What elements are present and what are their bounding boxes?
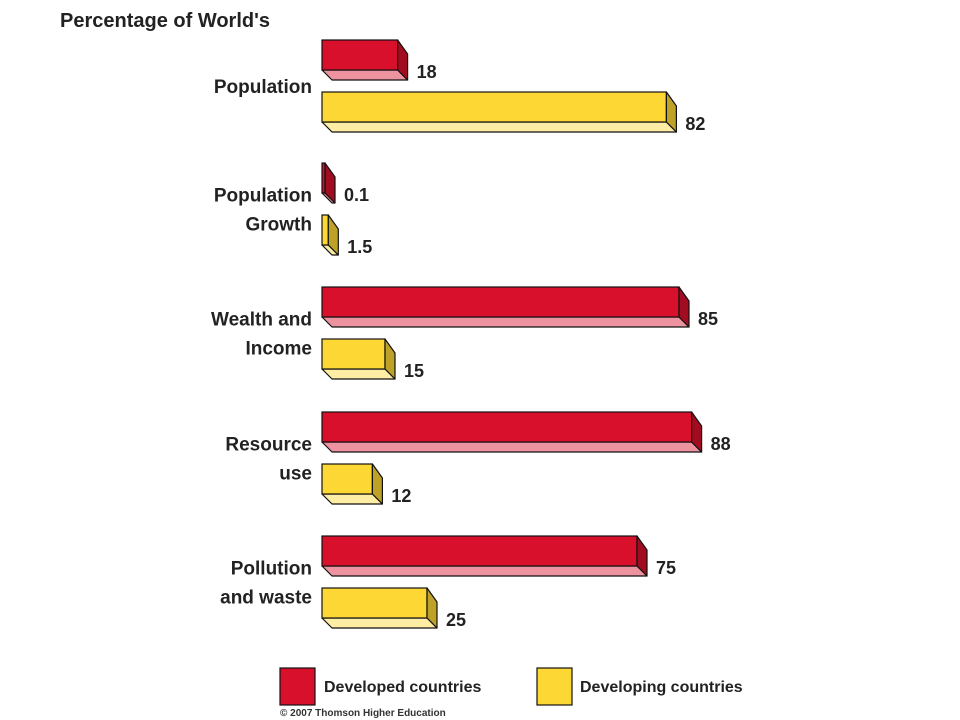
legend-label: Developing countries: [580, 679, 743, 696]
value-label: 25: [446, 610, 466, 630]
bar: [321, 587, 438, 629]
value-label: 15: [404, 361, 424, 381]
category-label: Pollution and waste: [220, 559, 312, 609]
bar: [321, 411, 703, 453]
category-label: Population: [214, 77, 312, 98]
category-label: Population Growth: [214, 186, 312, 236]
chart-title: Percentage of World's: [60, 10, 270, 32]
value-label: 75: [656, 558, 676, 578]
bar: [321, 286, 690, 328]
category-labels: Population Population Growth Wealth and Inco…: [211, 77, 312, 609]
value-label: 18: [417, 62, 437, 82]
category-label: Wealth and Income: [211, 310, 312, 360]
bars: [321, 39, 703, 629]
value-labels: 18 82 0.1 1.5 85 15 88 12 75 25: [344, 62, 731, 630]
copyright-text: © 2007 Thomson Higher Education: [280, 708, 446, 719]
bar: [321, 91, 678, 133]
legend-swatch: [279, 667, 316, 706]
legend-swatch: [536, 667, 573, 706]
bar: [321, 162, 336, 204]
value-label: 85: [698, 309, 718, 329]
legend-item: Developing countries: [536, 667, 743, 706]
legend: Developed countries Developing countries: [279, 667, 743, 706]
value-label: 12: [391, 486, 411, 506]
legend-item: Developed countries: [279, 667, 481, 706]
bar: [321, 214, 339, 256]
bar: [321, 338, 396, 380]
category-label: Resource use: [225, 435, 312, 485]
value-label: 1.5: [347, 237, 372, 257]
bar: [321, 39, 409, 81]
value-label: 82: [685, 114, 705, 134]
value-label: 0.1: [344, 185, 369, 205]
bar: [321, 535, 648, 577]
legend-label: Developed countries: [324, 679, 481, 696]
value-label: 88: [711, 434, 731, 454]
bar: [321, 463, 383, 505]
